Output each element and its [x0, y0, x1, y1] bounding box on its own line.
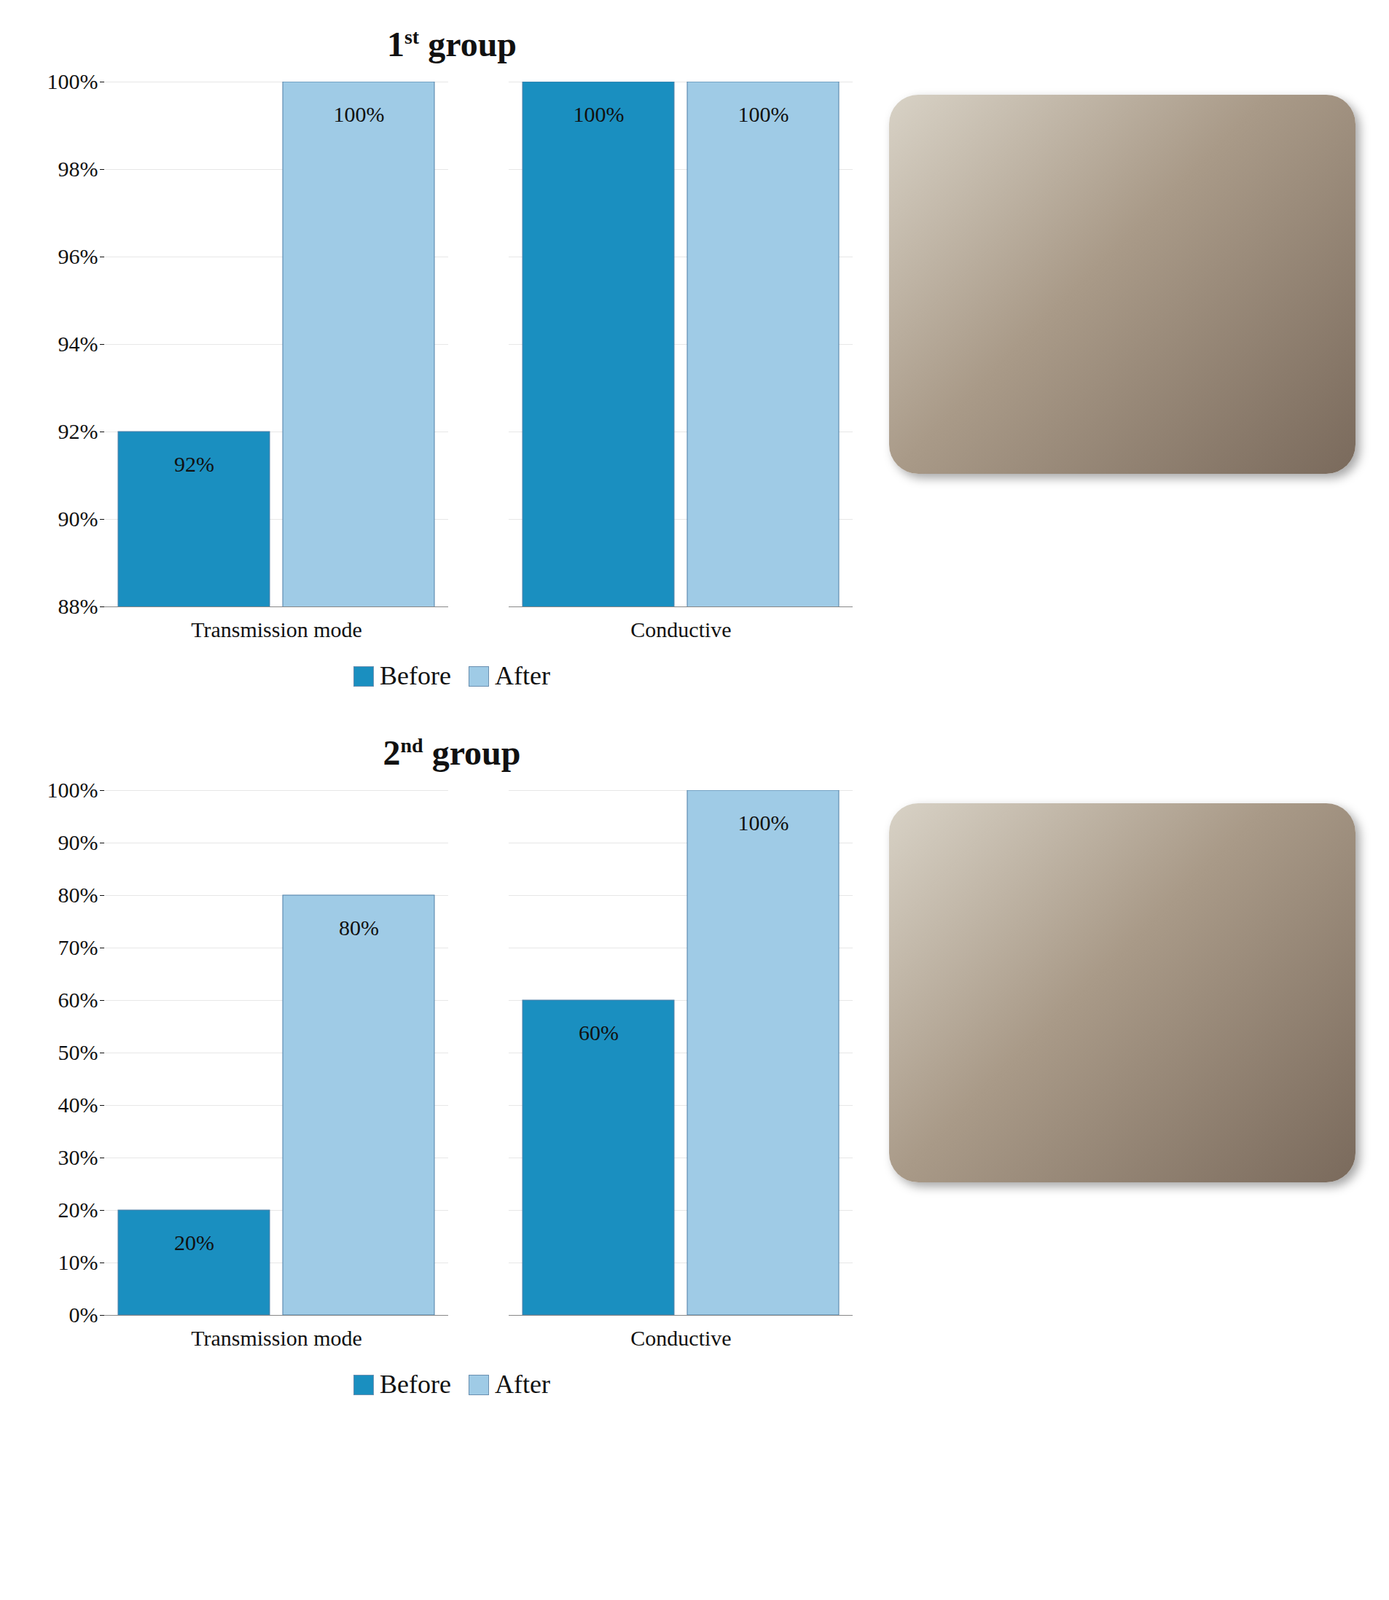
svg-text:60%: 60% — [578, 1020, 619, 1045]
svg-text:70%: 70% — [58, 934, 99, 960]
svg-text:96%: 96% — [58, 244, 99, 269]
svg-text:30%: 30% — [58, 1144, 99, 1169]
svg-text:92%: 92% — [174, 451, 215, 476]
html-text:After: After — [494, 1369, 551, 1399]
svg-text:98%: 98% — [58, 156, 99, 181]
svg-text:60%: 60% — [58, 987, 99, 1012]
svg-text:80%: 80% — [58, 882, 99, 907]
html-text:1stgroup: 1stgroup — [386, 24, 517, 64]
svg-text:100%: 100% — [333, 102, 385, 127]
svg-text:20%: 20% — [174, 1230, 215, 1255]
svg-text:100%: 100% — [47, 69, 99, 94]
svg-text:Transmission mode: Transmission mode — [190, 1325, 363, 1350]
svg-text:100%: 100% — [738, 810, 790, 835]
svg-text:20%: 20% — [58, 1197, 99, 1222]
svg-text:92%: 92% — [58, 419, 99, 444]
svg-text:94%: 94% — [58, 331, 99, 356]
svg-text:100%: 100% — [738, 102, 790, 127]
svg-text:100%: 100% — [573, 102, 625, 127]
svg-text:0%: 0% — [69, 1302, 99, 1327]
html-text:Before: Before — [379, 1369, 452, 1399]
svg-text:80%: 80% — [338, 915, 379, 940]
svg-text:Conductive: Conductive — [630, 1325, 731, 1350]
svg-text:Conductive: Conductive — [630, 617, 731, 642]
svg-text:Transmission mode: Transmission mode — [190, 617, 363, 642]
html-text:Before: Before — [379, 660, 452, 691]
svg-text:100%: 100% — [47, 777, 99, 802]
html-text:2ndgroup: 2ndgroup — [382, 733, 521, 772]
svg-text:10%: 10% — [58, 1249, 99, 1274]
svg-text:40%: 40% — [58, 1092, 99, 1117]
svg-text:88%: 88% — [58, 593, 99, 618]
svg-text:50%: 50% — [58, 1039, 99, 1064]
svg-text:90%: 90% — [58, 506, 99, 531]
html-text:After: After — [494, 660, 551, 691]
svg-text:90%: 90% — [58, 830, 99, 855]
